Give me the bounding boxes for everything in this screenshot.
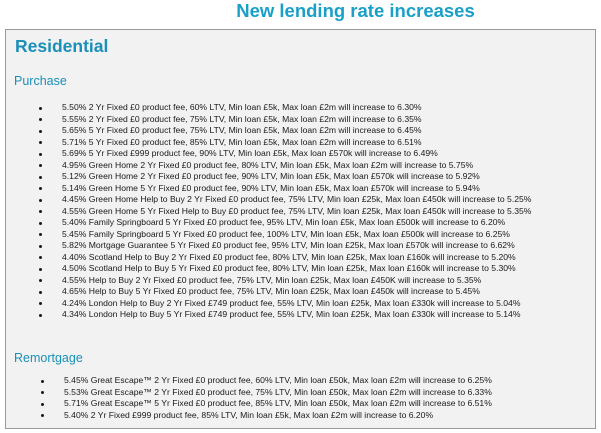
rate-list-item: 4.45% Green Home Help to Buy 2 Yr Fixed … (6, 194, 531, 206)
rate-list-item: 5.53% Great Escape™ 2 Yr Fixed £0 produc… (6, 387, 492, 399)
bullet-icon (41, 414, 44, 417)
bullet-icon (39, 118, 42, 121)
rate-item-text: 4.45% Green Home Help to Buy 2 Yr Fixed … (62, 194, 532, 204)
rate-item-text: 5.12% Green Home 2 Yr Fixed £0 product f… (62, 171, 480, 181)
bullet-icon (39, 290, 42, 294)
rate-item-text: 5.45% Family Springboard 5 Yr Fixed £0 p… (62, 228, 510, 239)
rate-item-text: 5.40% 2 Yr Fixed £999 product fee, 85% L… (64, 409, 434, 420)
bullet-icon (39, 313, 42, 317)
rate-item-text: 4.55% Help to Buy 2 Yr Fixed £0 product … (62, 274, 482, 285)
rate-item-text: 5.69% 5 Yr Fixed £999 product fee, 90% L… (62, 148, 438, 158)
rate-item-text: 5.50% 2 Yr Fixed £0 product fee, 60% LTV… (62, 102, 422, 112)
rate-list-item: 5.69% 5 Yr Fixed £999 product fee, 90% L… (6, 148, 531, 160)
subsection-title-purchase: Purchase (14, 74, 67, 88)
bullet-icon (39, 106, 42, 110)
bullet-icon (39, 233, 42, 236)
rate-list-item: 5.12% Green Home 2 Yr Fixed £0 product f… (6, 171, 531, 183)
bullet-icon (39, 152, 42, 156)
rate-list-item: 5.50% 2 Yr Fixed £0 product fee, 60% LTV… (6, 102, 531, 114)
rate-list-item: 5.82% Mortgage Guarantee 5 Yr Fixed £0 p… (6, 240, 531, 252)
section-title-residential: Residential (15, 36, 109, 56)
rate-item-text: 4.34% London Help to Buy 5 Yr Fixed £749… (62, 309, 521, 319)
rate-item-text: 4.24% London Help to Buy 2 Yr Fixed £749… (62, 297, 521, 308)
rate-item-text: 5.40% Family Springboard 5 Yr Fixed £0 p… (62, 217, 506, 227)
rate-item-text: 5.82% Mortgage Guarantee 5 Yr Fixed £0 p… (62, 240, 515, 250)
bullet-icon (39, 256, 42, 259)
bullet-icon (39, 175, 42, 179)
rate-item-text: 5.55% 2 Yr Fixed £0 product fee, 75% LTV… (62, 113, 422, 124)
rate-item-text: 5.71% Great Escape™ 5 Yr Fixed £0 produc… (64, 398, 492, 408)
bullet-icon (39, 244, 42, 248)
residential-panel: Residential Purchase 5.50% 2 Yr Fixed £0… (5, 29, 596, 429)
bullet-icon (39, 221, 42, 225)
rate-list-item: 5.40% 2 Yr Fixed £999 product fee, 85% L… (6, 410, 492, 422)
bullet-icon (39, 279, 42, 282)
rate-item-text: 4.50% Scotland Help to Buy 5 Yr Fixed £0… (62, 263, 516, 273)
bullet-icon (39, 129, 42, 133)
bullet-icon (39, 164, 42, 167)
rate-list-item: 5.71% 5 Yr Fixed £0 product fee, 85% LTV… (6, 137, 531, 149)
rate-item-text: 5.45% Great Escape™ 2 Yr Fixed £0 produc… (64, 375, 492, 385)
rate-item-text: 5.65% 5 Yr Fixed £0 product fee, 75% LTV… (62, 125, 422, 135)
bullet-icon (41, 402, 44, 406)
rate-list-item: 4.34% London Help to Buy 5 Yr Fixed £749… (6, 309, 531, 321)
remortgage-rate-list: 5.45% Great Escape™ 2 Yr Fixed £0 produc… (6, 375, 492, 421)
page-title: New lending rate increases (236, 0, 475, 21)
rate-list-item: 4.50% Scotland Help to Buy 5 Yr Fixed £0… (6, 263, 531, 275)
rate-item-text: 4.65% Help to Buy 5 Yr Fixed £0 product … (62, 286, 480, 296)
bullet-icon (39, 187, 42, 190)
rate-list-item: 4.55% Help to Buy 2 Yr Fixed £0 product … (6, 275, 531, 287)
rate-list-item: 4.65% Help to Buy 5 Yr Fixed £0 product … (6, 286, 531, 298)
subsection-title-remortgage: Remortgage (14, 351, 83, 365)
rate-item-text: 4.40% Scotland Help to Buy 2 Yr Fixed £0… (62, 251, 516, 262)
bullet-icon (41, 391, 44, 394)
rate-list-item: 4.95% Green Home 2 Yr Fixed £0 product f… (6, 160, 531, 172)
rate-list-item: 4.55% Green Home 5 Yr Fixed Help to Buy … (6, 206, 531, 218)
rate-list-item: 5.71% Great Escape™ 5 Yr Fixed £0 produc… (6, 398, 492, 410)
rate-item-text: 4.55% Green Home 5 Yr Fixed Help to Buy … (62, 205, 532, 216)
rate-list-item: 5.65% 5 Yr Fixed £0 product fee, 75% LTV… (6, 125, 531, 137)
rate-list-item: 5.40% Family Springboard 5 Yr Fixed £0 p… (6, 217, 531, 229)
bullet-icon (39, 141, 42, 144)
rate-list-item: 5.45% Great Escape™ 2 Yr Fixed £0 produc… (6, 375, 492, 387)
rate-list-item: 5.45% Family Springboard 5 Yr Fixed £0 p… (6, 229, 531, 241)
rate-item-text: 4.95% Green Home 2 Yr Fixed £0 product f… (62, 159, 474, 170)
bullet-icon (39, 267, 42, 271)
rate-item-text: 5.53% Great Escape™ 2 Yr Fixed £0 produc… (64, 386, 492, 397)
rate-list-item: 4.40% Scotland Help to Buy 2 Yr Fixed £0… (6, 252, 531, 264)
rate-item-text: 5.71% 5 Yr Fixed £0 product fee, 85% LTV… (62, 136, 422, 147)
rate-list-item: 4.24% London Help to Buy 2 Yr Fixed £749… (6, 298, 531, 310)
bullet-icon (39, 210, 42, 213)
bullet-icon (39, 198, 42, 202)
bullet-icon (39, 302, 42, 305)
purchase-rate-list: 5.50% 2 Yr Fixed £0 product fee, 60% LTV… (6, 102, 531, 321)
rate-item-text: 5.14% Green Home 5 Yr Fixed £0 product f… (62, 182, 480, 193)
bullet-icon (41, 379, 44, 383)
rate-list-item: 5.55% 2 Yr Fixed £0 product fee, 75% LTV… (6, 114, 531, 126)
rate-list-item: 5.14% Green Home 5 Yr Fixed £0 product f… (6, 183, 531, 195)
